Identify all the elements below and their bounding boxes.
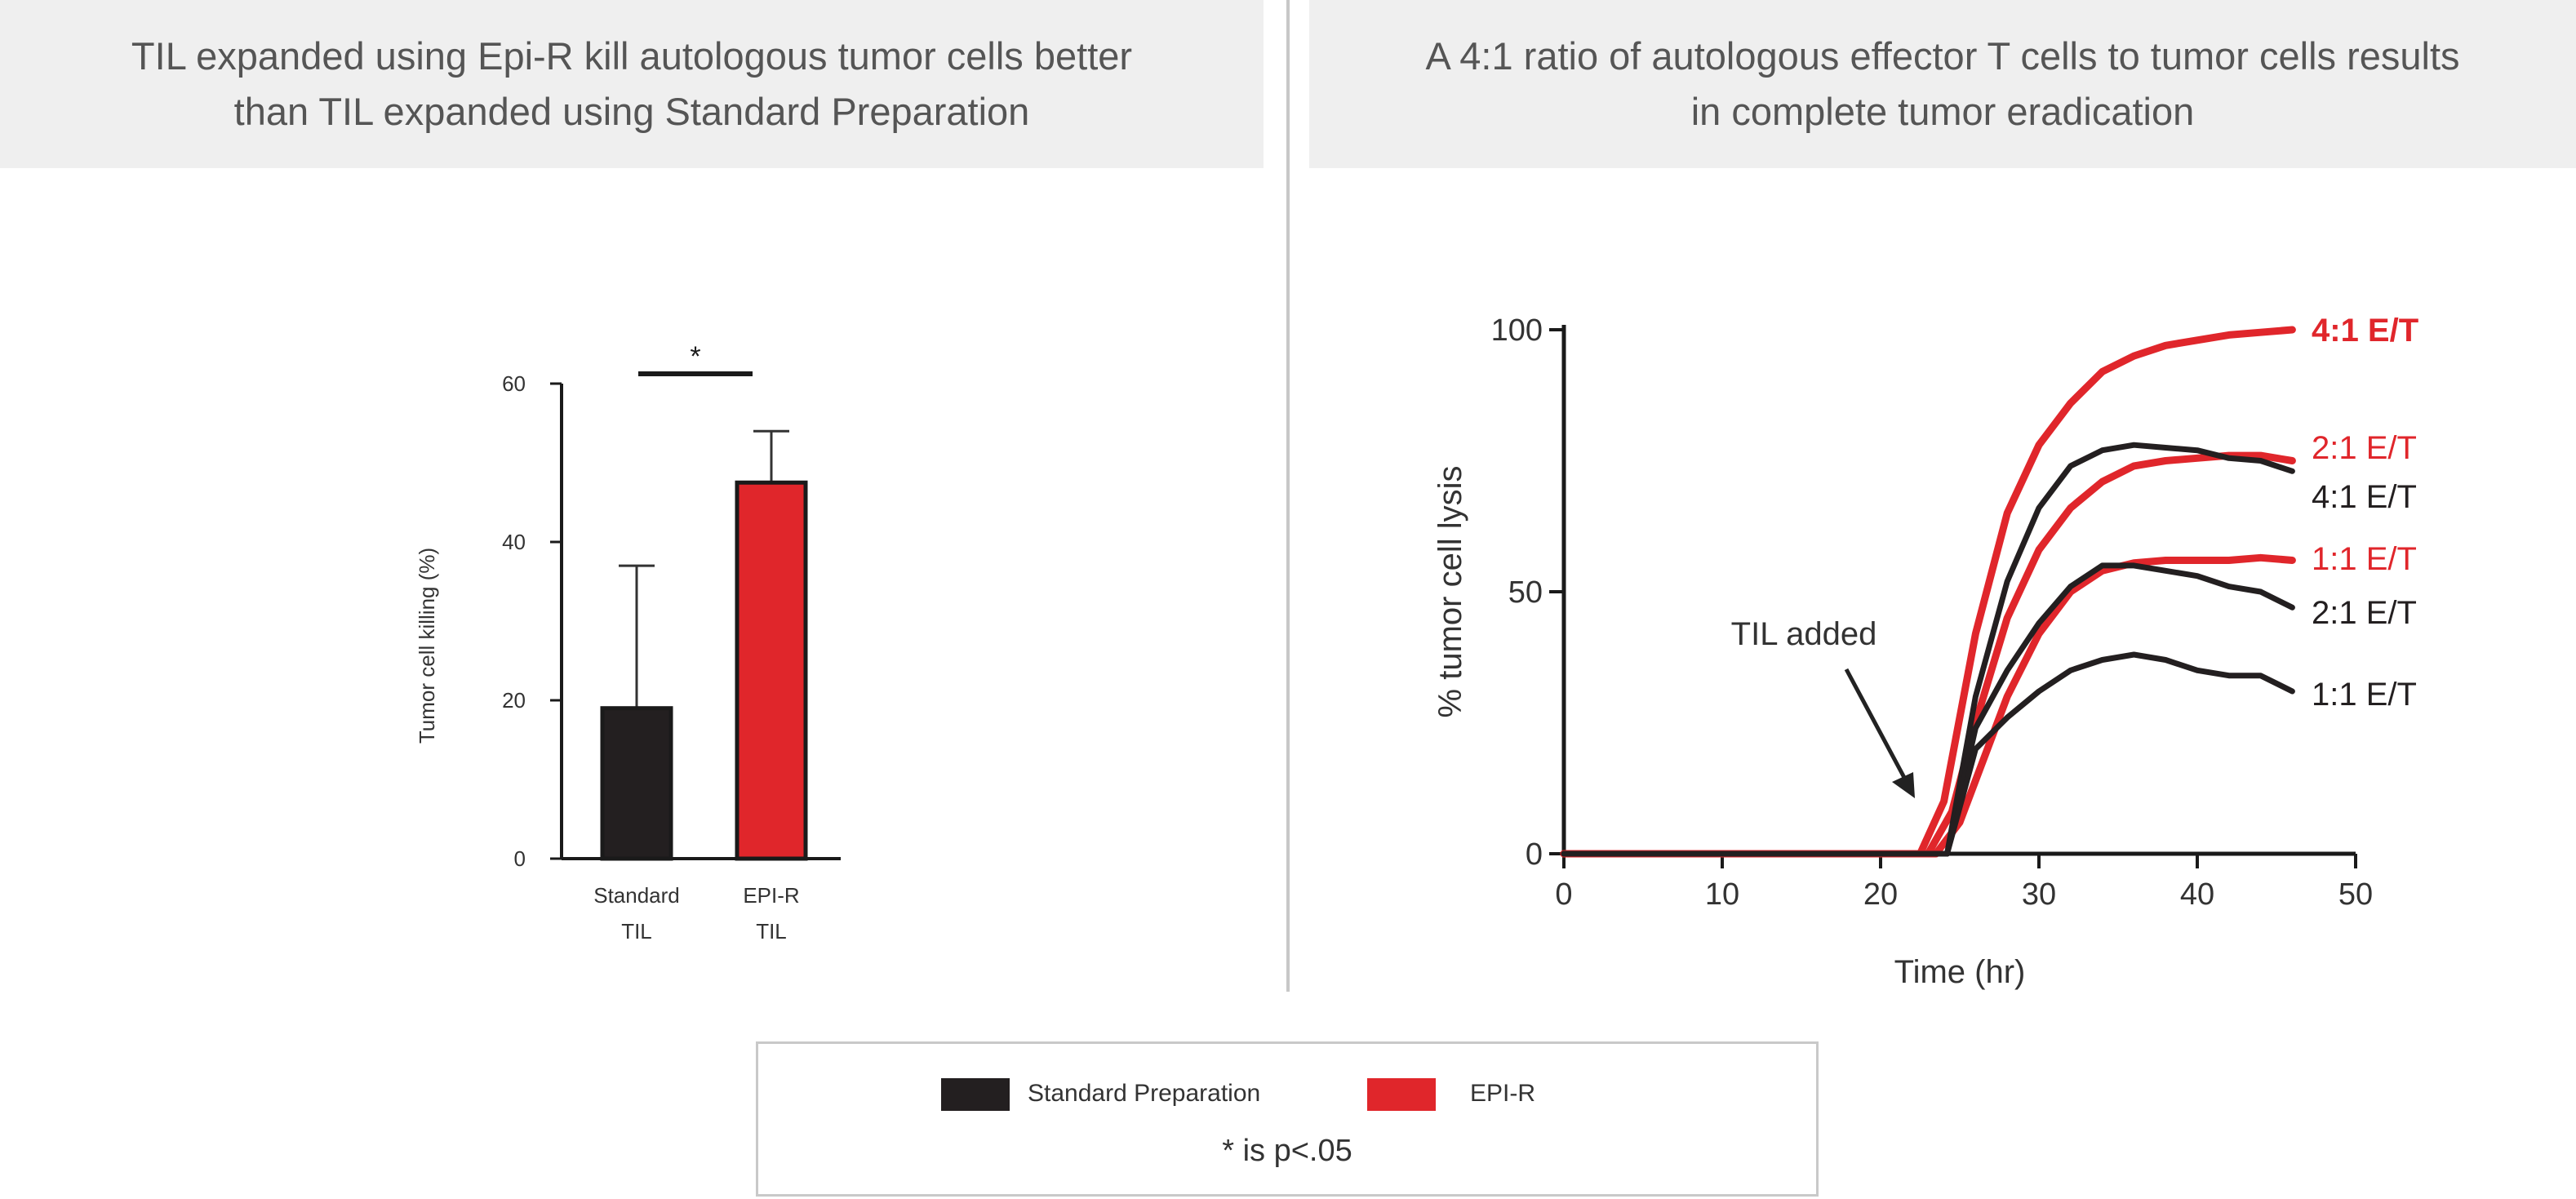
series-line-standard-11 (1561, 651, 2295, 857)
series-line-standard-21 (1561, 562, 2295, 857)
line-x-tick-label: 50 (2338, 877, 2373, 912)
series-label-epir-11: 1:1 E/T (2312, 541, 2417, 577)
left-panel-title: TIL expanded using Epi-R kill autologous… (0, 0, 1264, 168)
left-title-line2: than TIL expanded using Standard Prepara… (233, 90, 1030, 133)
line-x-tick-label: 20 (1863, 877, 1898, 912)
series-label-standard-41: 4:1 E/T (2312, 479, 2417, 515)
line-x-tick-label: 10 (1705, 877, 1739, 912)
line-x-tick-label: 40 (2180, 877, 2214, 912)
left-title-line1: TIL expanded using Epi-R kill autologous… (131, 34, 1133, 78)
line-y-axis-label: % tumor cell lysis (1432, 466, 1468, 718)
legend-label-standard: Standard Preparation (1028, 1080, 1261, 1107)
significance-star: * (690, 341, 700, 372)
bar-category-label: TIL (621, 919, 652, 944)
right-panel-title: A 4:1 ratio of autologous effector T cel… (1309, 0, 2576, 168)
bar-category-label: Standard (593, 883, 680, 908)
series-line-epir-11 (1560, 553, 2296, 858)
bar-y-axis-label: Tumor cell killing (%) (415, 548, 439, 744)
legend-significance-note: * is p<.05 (1222, 1134, 1352, 1168)
legend-swatch-standard (941, 1078, 1010, 1111)
legend-label-epir: EPI-R (1470, 1080, 1536, 1107)
line-x-tick-label: 30 (2022, 877, 2056, 912)
right-title-line1: A 4:1 ratio of autologous effector T cel… (1425, 34, 2460, 78)
line-y-tick-label: 100 (1491, 313, 1543, 348)
series-line-epir-41 (1560, 326, 2296, 858)
til-added-arrow-shaft (1844, 668, 1911, 787)
series-line-epir-21 (1560, 451, 2296, 858)
bar-standard-til (600, 706, 673, 861)
line-x-tick-label: 0 (1555, 877, 1572, 912)
bar-y-tick-label: 40 (502, 530, 526, 554)
line-y-tick-label: 50 (1508, 575, 1543, 610)
line-y-tick-label: 0 (1526, 837, 1543, 872)
bar-y-tick-label: 60 (502, 371, 526, 396)
line-x-axis-label: Time (hr) (1894, 954, 2026, 990)
bar-epir-til (735, 480, 808, 861)
til-added-arrow-head (1892, 772, 1915, 798)
right-title-line2: in complete tumor eradication (1690, 90, 2195, 133)
til-added-annotation: TIL added (1731, 616, 1877, 652)
series-label-standard-21: 2:1 E/T (2312, 595, 2417, 631)
series-label-standard-11: 1:1 E/T (2312, 677, 2417, 713)
bar-y-tick-label: 20 (502, 688, 526, 713)
series-line-standard-41 (1561, 442, 2295, 857)
series-label-epir-41: 4:1 E/T (2312, 313, 2418, 349)
bar-category-label: TIL (756, 919, 787, 944)
series-label-epir-21: 2:1 E/T (2312, 430, 2417, 466)
bar-y-tick-label: 0 (514, 846, 526, 871)
legend: Standard Preparation EPI-R * is p<.05 (756, 1041, 1819, 1197)
bar-category-label: EPI-R (743, 883, 799, 908)
panel-divider (1286, 0, 1290, 992)
legend-swatch-epir (1367, 1078, 1436, 1111)
